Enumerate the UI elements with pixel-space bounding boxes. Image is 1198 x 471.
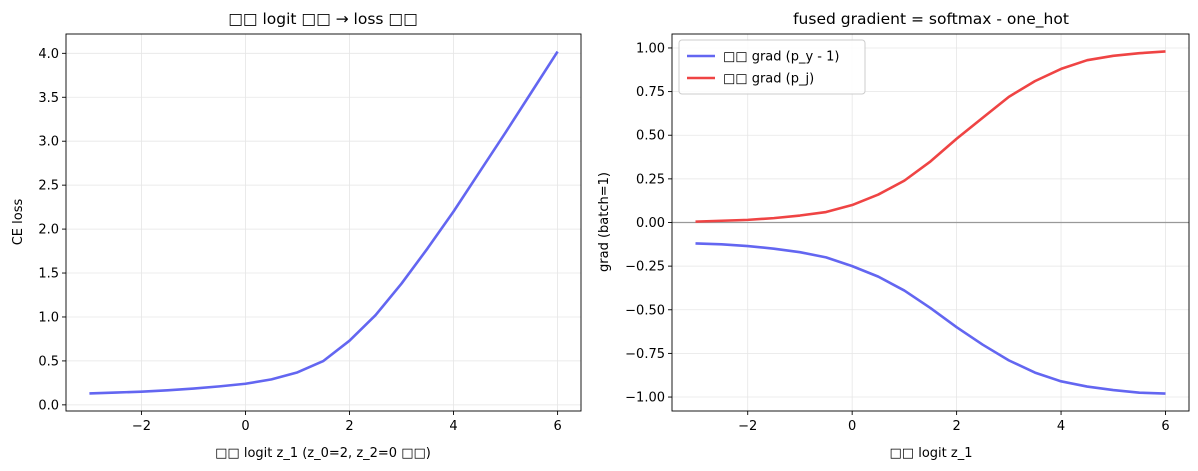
y-tick-label: 0.50 (636, 129, 665, 144)
y-tick-label: 1.5 (38, 267, 59, 282)
left-plot-area: −2 0 2 4 6 0.0 0.5 1.0 1.5 2.0 2.5 3.0 3.5 4.0 (38, 33, 582, 434)
left-chart-panel: □□ logit □□ → loss □□ □□ logit z_1 (z_0=… (11, 10, 582, 461)
y-tick-label: 1.0 (38, 310, 59, 325)
right-chart-xlabel: □□ logit z_1 (890, 446, 973, 461)
left-chart-xlabel: □□ logit z_1 (z_0=2, z_2=0 □□) (215, 446, 431, 461)
series-line-0 (695, 242, 1166, 395)
legend-label: □□ grad (p_y - 1) (723, 50, 839, 65)
y-tick-label: −0.75 (625, 347, 665, 362)
x-tick-label: 2 (345, 419, 353, 434)
legend-label: □□ grad (p_j) (723, 72, 814, 87)
axes-frame (65, 33, 582, 412)
right-chart-panel: fused gradient = softmax - one_hot □□ lo… (597, 10, 1190, 461)
y-tick-label: 2.0 (38, 223, 59, 238)
left-chart-ylabel: CE loss (11, 199, 26, 246)
y-tick-label: 0.25 (636, 172, 665, 187)
legend-box (678, 39, 866, 95)
x-tick-label: 4 (1057, 419, 1065, 434)
y-tick-label: 0.5 (38, 354, 59, 369)
series-line-1 (695, 50, 1166, 223)
right-chart-title: fused gradient = softmax - one_hot (793, 10, 1069, 29)
y-tick-label: 1.00 (636, 41, 665, 56)
series-line-0 (89, 50, 559, 395)
left-chart-title: □□ logit □□ → loss □□ (228, 10, 417, 28)
x-tick-label: 6 (553, 419, 561, 434)
y-tick-label: 3.5 (38, 91, 59, 106)
y-tick-label: 3.0 (38, 135, 59, 150)
y-tick-label: 2.5 (38, 179, 59, 194)
y-tick-label: 0.00 (636, 216, 665, 231)
y-tick-label: 4.0 (38, 47, 59, 62)
x-tick-label: −2 (132, 419, 151, 434)
x-tick-label: 6 (1161, 419, 1169, 434)
y-tick-label: 0.0 (38, 398, 59, 413)
y-tick-label: 0.75 (636, 85, 665, 100)
x-tick-label: 0 (848, 419, 856, 434)
x-tick-label: −2 (738, 419, 757, 434)
y-tick-label: −0.50 (625, 303, 665, 318)
x-tick-label: 2 (952, 419, 960, 434)
y-tick-label: −0.25 (625, 260, 665, 275)
x-tick-label: 0 (241, 419, 249, 434)
right-plot-area: −2 0 2 4 6 −1.00 −0.75 −0.50 −0.25 0.00 0.25 0.50 0.… (625, 33, 1190, 434)
right-chart-ylabel: grad (batch=1) (597, 172, 612, 272)
x-tick-label: 4 (449, 419, 457, 434)
y-tick-label: −1.00 (625, 391, 665, 406)
